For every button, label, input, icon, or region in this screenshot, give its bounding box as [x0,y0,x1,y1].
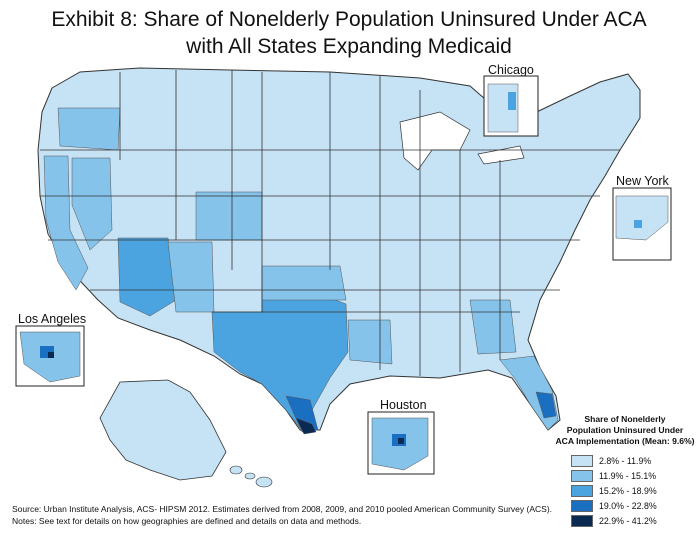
legend-title: Share of Nonelderly Population Uninsured… [555,414,695,447]
region-louisiana [347,319,393,365]
legend-item: 15.2% - 18.9% [571,483,695,498]
region-arizona [117,237,177,317]
us-choropleth-map: Chicago New York Los Angeles Houston [15,63,672,488]
legend-label: 22.9% - 41.2% [599,515,657,526]
new-york-inset: New York [612,174,672,261]
methods-note: Notes: See text for details on how geogr… [12,516,362,526]
legend-title-line-2: Population Uninsured Under [566,425,684,435]
legend-label: 11.9% - 15.1% [599,470,657,481]
lake-erie [477,145,525,165]
legend-swatch [571,454,593,467]
legend-item: 22.9% - 41.2% [571,513,695,528]
region-colorado [195,191,263,241]
title-line-2: with All States Expanding Medicaid [186,35,512,58]
title-line-1: Exhibit 8: Share of Nonelderly Populatio… [51,8,647,31]
legend-swatch [571,499,593,512]
chicago-label: Chicago [488,63,534,77]
region-oregon [57,107,121,151]
legend-item: 2.8% - 11.9% [571,453,695,468]
legend-label: 19.0% - 22.8% [599,500,657,511]
los-angeles-inset: Los Angeles [15,312,86,387]
region-oklahoma [261,265,347,301]
legend-title-line-1: Share of Nonelderly [584,414,666,424]
region-georgia [469,299,517,355]
region-florida [499,355,559,431]
houston-inset: Houston [367,398,435,475]
region-california-coast [43,155,89,291]
legend-swatch [571,484,593,497]
region-new-mexico [167,241,215,313]
alaska [99,379,227,481]
chicago-inset: Chicago [483,63,539,137]
new-york-label: New York [616,174,670,188]
hawaii [229,465,273,488]
legend-swatch [571,469,593,482]
region-south-florida [535,391,557,419]
legend-label: 2.8% - 11.9% [599,455,652,466]
legend-title-line-3: ACA Implementation (Mean: 9.6%) [555,436,695,446]
footnotes: Source: Urban Institute Analysis, ACS- H… [12,503,552,527]
state-borders [40,70,620,376]
legend-label: 15.2% - 18.9% [599,485,657,496]
map-title: Exhibit 8: Share of Nonelderly Populatio… [0,6,698,60]
los-angeles-label: Los Angeles [18,312,86,326]
region-texas-border [295,417,317,435]
legend-item: 19.0% - 22.8% [571,498,695,513]
source-note: Source: Urban Institute Analysis, ACS- H… [12,504,553,514]
legend-swatch [571,514,593,527]
legend: Share of Nonelderly Population Uninsured… [555,414,695,528]
legend-item: 11.9% - 15.1% [571,468,695,483]
houston-label: Houston [380,398,427,412]
